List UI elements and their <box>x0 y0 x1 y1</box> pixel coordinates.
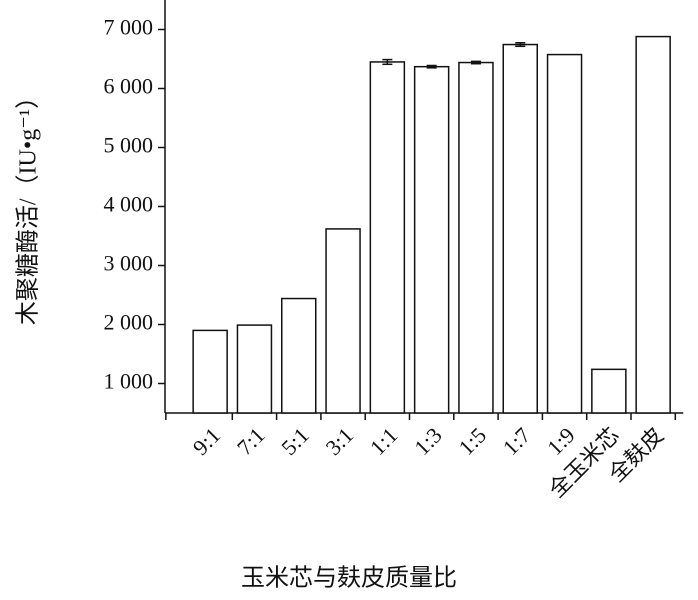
x-tick-label: 3:1 <box>321 422 359 460</box>
x-axis-title: 玉米芯与麸皮质量比 <box>241 565 457 592</box>
bar <box>192 329 228 414</box>
bar <box>236 324 273 414</box>
bar <box>413 65 450 414</box>
x-tick-label: 1:5 <box>453 422 491 460</box>
bar <box>458 61 494 414</box>
y-tick-label: 5 000 <box>104 133 154 158</box>
bar <box>369 61 406 414</box>
y-tick-label: 4 000 <box>104 192 154 217</box>
bar <box>635 35 671 414</box>
y-tick-label: 6 000 <box>104 74 154 99</box>
y-axis-title: 木聚糖酶活/（IU•g⁻¹） <box>15 85 42 325</box>
bar <box>281 297 317 414</box>
x-tick-label: 7:1 <box>232 422 270 460</box>
y-tick-label: 3 000 <box>104 251 154 276</box>
y-tick-label: 2 000 <box>104 310 154 335</box>
x-tick-label: 5:1 <box>276 422 314 460</box>
x-tick-label: 1:1 <box>365 422 403 460</box>
x-tick-label: 1:3 <box>409 422 447 460</box>
bar <box>591 368 627 414</box>
y-tick-label: 1 000 <box>104 369 154 394</box>
x-tick-label: 9:1 <box>188 422 226 460</box>
bar <box>502 43 538 414</box>
bar <box>546 53 583 414</box>
bar <box>325 228 361 414</box>
x-tick-label: 1:7 <box>498 422 536 460</box>
y-tick-label: 7 000 <box>104 15 154 40</box>
